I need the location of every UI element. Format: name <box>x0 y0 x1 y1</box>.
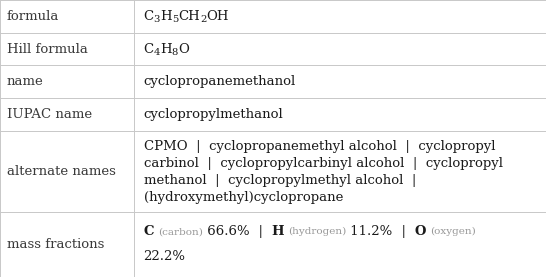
Text: 8: 8 <box>172 48 178 57</box>
Text: C: C <box>144 43 154 55</box>
Text: (hydrogen): (hydrogen) <box>288 227 347 236</box>
Text: IUPAC name: IUPAC name <box>7 108 92 121</box>
Text: |: | <box>250 225 271 238</box>
Text: 3: 3 <box>154 16 160 24</box>
Text: cyclopropanemethanol: cyclopropanemethanol <box>144 75 296 88</box>
Text: cyclopropylmethanol: cyclopropylmethanol <box>144 108 283 121</box>
Text: CH: CH <box>178 10 200 23</box>
Text: CPMO  |  cyclopropanemethyl alcohol  |  cyclopropyl: CPMO | cyclopropanemethyl alcohol | cycl… <box>144 140 495 153</box>
Text: 5: 5 <box>172 16 178 24</box>
Text: 2: 2 <box>200 16 206 24</box>
Text: Hill formula: Hill formula <box>7 43 87 55</box>
Text: 11.2%: 11.2% <box>347 225 393 238</box>
Text: (carbon): (carbon) <box>158 227 203 236</box>
Text: mass fractions: mass fractions <box>7 238 104 251</box>
Text: 4: 4 <box>154 48 160 57</box>
Text: carbinol  |  cyclopropylcarbinyl alcohol  |  cyclopropyl: carbinol | cyclopropylcarbinyl alcohol |… <box>144 157 503 170</box>
Text: C: C <box>144 10 154 23</box>
Text: 66.6%: 66.6% <box>203 225 250 238</box>
Text: |: | <box>393 225 414 238</box>
Text: O: O <box>414 225 426 238</box>
Text: alternate names: alternate names <box>7 165 115 178</box>
Text: OH: OH <box>206 10 229 23</box>
Text: H: H <box>160 10 172 23</box>
Text: methanol  |  cyclopropylmethyl alcohol  |: methanol | cyclopropylmethyl alcohol | <box>144 174 416 187</box>
Text: C: C <box>144 225 154 238</box>
Text: H: H <box>271 225 284 238</box>
Text: (hydroxymethyl)cyclopropane: (hydroxymethyl)cyclopropane <box>144 191 343 204</box>
Text: (oxygen): (oxygen) <box>430 227 476 236</box>
Text: formula: formula <box>7 10 59 23</box>
Text: H: H <box>160 43 172 55</box>
Text: 22.2%: 22.2% <box>144 250 186 263</box>
Text: O: O <box>178 43 189 55</box>
Text: name: name <box>7 75 43 88</box>
